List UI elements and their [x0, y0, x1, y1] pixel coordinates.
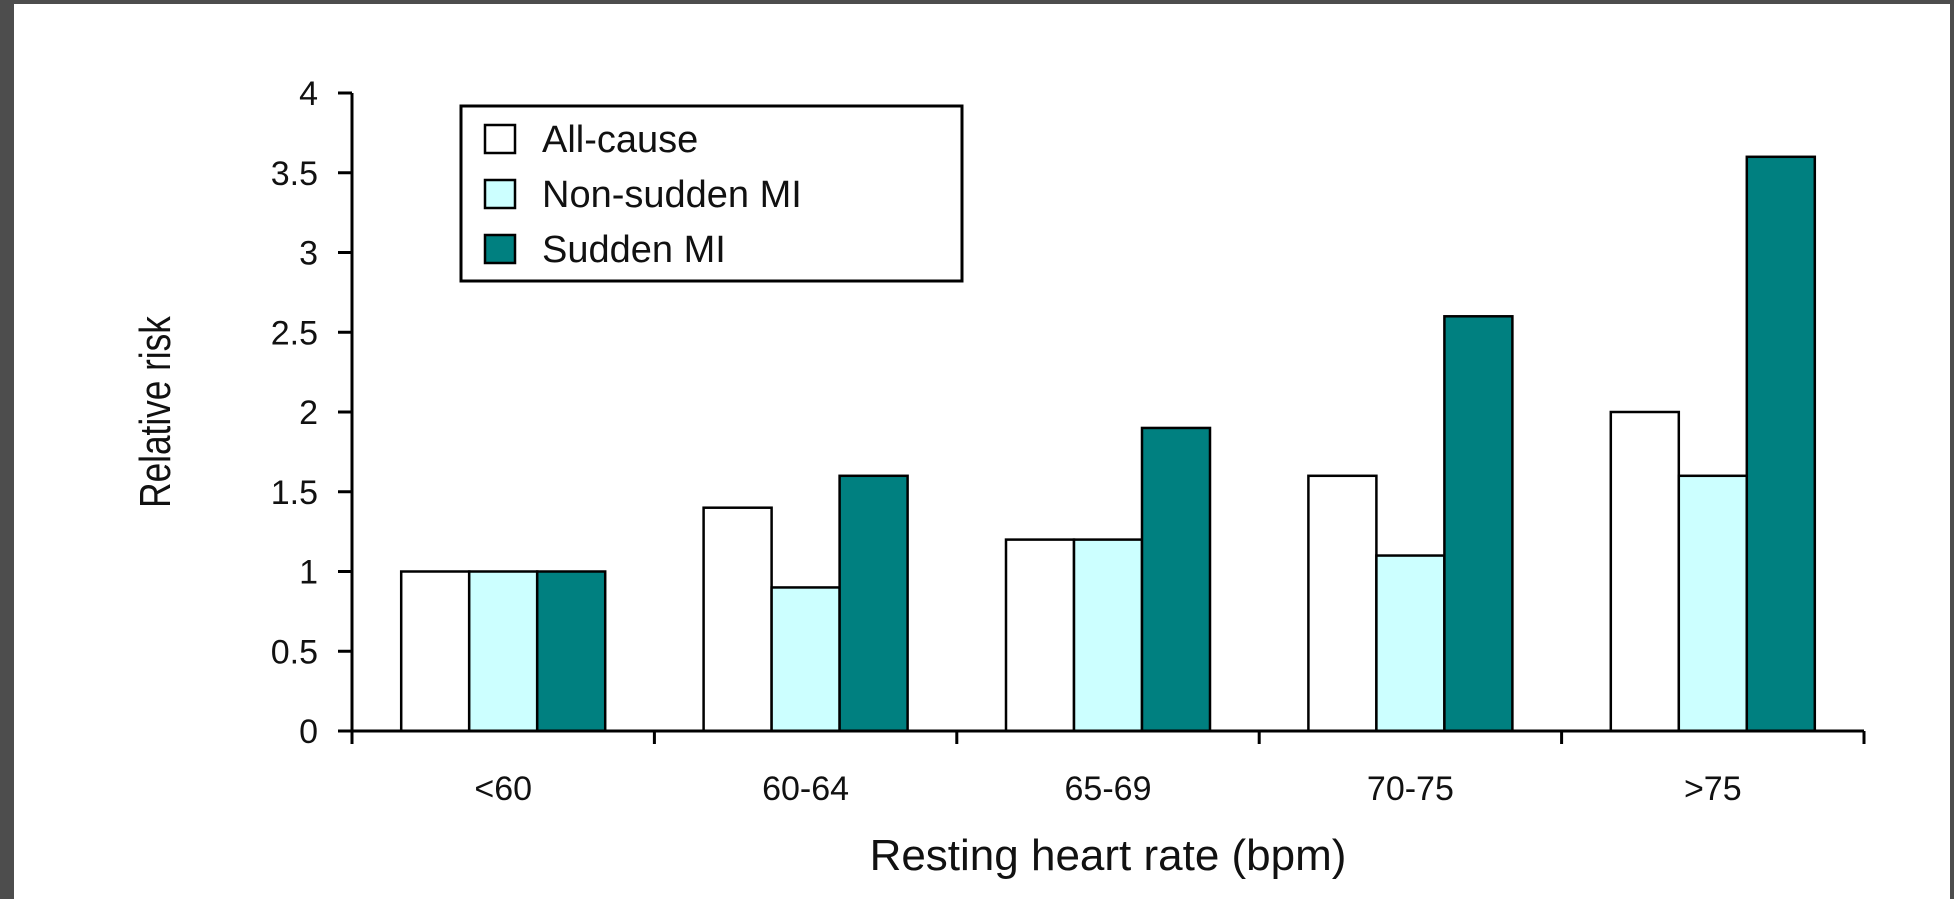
y-tick-label: 2 [299, 394, 318, 432]
legend-swatch [483, 178, 517, 210]
legend-box [459, 104, 964, 283]
bar-non-sudden-mi-1 [770, 586, 841, 733]
bar-non-sudden-mi-0 [467, 570, 539, 733]
legend-label: All-cause [542, 119, 698, 161]
x-tick-label: <60 [474, 770, 532, 808]
y-axis-title: Relative risk [131, 316, 180, 508]
legend-label: Non-sudden MI [542, 174, 802, 216]
bar-sudden-mi-3 [1443, 315, 1514, 733]
legend-entries: All-cause Non-sudden MI Sudden MI [483, 119, 802, 271]
x-tick-label: 60-64 [762, 770, 849, 808]
bar-non-sudden-mi-2 [1072, 538, 1144, 733]
bars-layer [399, 155, 1817, 733]
bar-all-cause-2 [1004, 538, 1076, 733]
bar-sudden-mi-2 [1140, 426, 1212, 733]
legend-swatch [483, 233, 517, 265]
bar-sudden-mi-0 [535, 570, 607, 733]
y-tick-label: 4 [299, 75, 318, 113]
bar-all-cause-3 [1307, 474, 1378, 733]
y-tick-label: 3 [299, 235, 318, 273]
bar-non-sudden-mi-3 [1375, 554, 1446, 733]
ticks-layer: 0 0.5 1 1.5 2 2.5 3 3.5 4 <60 60-64 65-69 70-75 >75 [271, 75, 1866, 808]
bar-non-sudden-mi-4 [1677, 474, 1749, 733]
bar-all-cause-4 [1609, 410, 1681, 733]
y-tick-label: 0.5 [271, 633, 318, 671]
y-tick-label: 1 [299, 554, 318, 592]
bar-sudden-mi-4 [1745, 155, 1817, 733]
y-tick-label: 2.5 [271, 314, 318, 352]
x-tick-label: 65-69 [1065, 770, 1152, 808]
bar-all-cause-0 [399, 570, 471, 733]
legend-swatch [483, 123, 517, 155]
legend: All-cause Non-sudden MI Sudden MI [459, 104, 964, 283]
x-tick-label: 70-75 [1367, 770, 1454, 808]
x-tick-label: >75 [1684, 770, 1742, 808]
y-tick-label: 3.5 [271, 155, 318, 193]
bar-sudden-mi-1 [838, 474, 909, 733]
legend-label: Sudden MI [542, 229, 726, 271]
y-tick-label: 1.5 [271, 474, 318, 512]
bar-all-cause-1 [702, 506, 773, 733]
y-tick-label: 0 [299, 713, 318, 751]
x-axis-title: Resting heart rate (bpm) [870, 831, 1347, 880]
bar-chart: 0 0.5 1 1.5 2 2.5 3 3.5 4 <60 60-64 65-69 70-75 >75 R… [131, 75, 1866, 880]
